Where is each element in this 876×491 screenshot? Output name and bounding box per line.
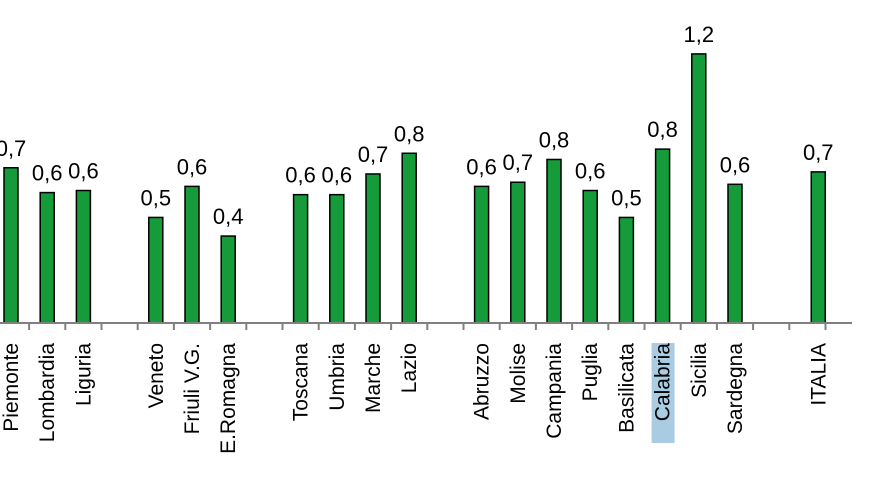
category-label-friuli-v-g: Friuli V.G.: [181, 343, 204, 434]
category-label-puglia: Puglia: [579, 343, 602, 402]
category-label-abruzzo: Abruzzo: [471, 343, 494, 420]
category-label-marche: Marche: [362, 343, 385, 413]
bar-liguria: [75, 189, 92, 324]
category-label-group-piemonte: Piemonte: [0, 343, 23, 432]
data-label-campania: 0,8: [539, 127, 570, 152]
bars-layer: [3, 53, 827, 324]
bar-piemonte: [3, 167, 19, 324]
data-label-molise: 0,7: [503, 150, 534, 175]
bar-marche: [365, 173, 381, 324]
data-label-veneto: 0,5: [141, 185, 172, 210]
category-label-group-sicilia: Sicilia: [688, 343, 711, 398]
data-labels-layer: 0,70,6 0,60,50,60,40,6 0,60,70,80,6 0,70,80…: [0, 22, 834, 229]
category-label-group-sardegna: Sardegna: [724, 343, 747, 434]
bar-sardegna: [727, 183, 743, 324]
bar-puglia: [582, 189, 598, 324]
bar-veneto: [148, 216, 164, 324]
data-label-liguria: 0,6: [68, 159, 99, 184]
category-label-group-toscana: Toscana: [290, 343, 313, 422]
category-label-basilicata: Basilicata: [615, 343, 638, 433]
category-label-e-romagna: E.Romagna: [217, 343, 240, 454]
category-label-group-friuli-v-g: Friuli V.G.: [181, 343, 204, 434]
data-label-calabria: 0,8: [647, 117, 678, 142]
category-label-toscana: Toscana: [290, 343, 313, 422]
category-label-lazio: Lazio: [398, 343, 421, 393]
bar-sicilia: [691, 53, 707, 324]
bar-toscana: [292, 193, 309, 324]
category-label-group-umbria: Umbria: [326, 343, 349, 411]
category-label-veneto: Veneto: [145, 343, 168, 408]
data-label-piemonte: 0,7: [0, 136, 26, 161]
text-selection-highlight: [651, 343, 675, 443]
category-label-group-e-romagna: E.Romagna: [217, 343, 240, 454]
category-label-campania: Campania: [543, 343, 566, 439]
category-label-molise: Molise: [507, 343, 530, 404]
bar-basilicata: [618, 216, 635, 324]
bar-italia: [810, 171, 827, 324]
data-label-marche: 0,7: [358, 142, 389, 167]
data-label-italia: 0,7: [803, 140, 834, 165]
bar-e-romagna: [220, 235, 236, 324]
category-label-group-liguria: Liguria: [72, 343, 95, 406]
data-label-puglia: 0,6: [575, 159, 606, 184]
category-label-lombardia: Lombardia: [36, 343, 59, 443]
category-label-group-molise: Molise: [507, 343, 530, 404]
data-label-e-romagna: 0,4: [213, 204, 244, 229]
bar-friuli-v-g: [184, 185, 200, 324]
category-label-umbria: Umbria: [326, 343, 349, 411]
data-label-umbria: 0,6: [322, 163, 353, 188]
data-label-toscana: 0,6: [285, 163, 316, 188]
bar-umbria: [329, 193, 345, 324]
category-label-group-italia: ITALIA: [807, 343, 830, 406]
category-label-liguria: Liguria: [72, 343, 95, 406]
bar-campania: [546, 158, 562, 324]
category-label-italia: ITALIA: [807, 343, 830, 406]
data-label-basilicata: 0,5: [611, 185, 642, 210]
category-label-group-abruzzo: Abruzzo: [471, 343, 494, 420]
category-label-sardegna: Sardegna: [724, 343, 747, 434]
data-label-lazio: 0,8: [394, 121, 425, 146]
data-label-abruzzo: 0,6: [466, 154, 497, 179]
data-label-lombardia: 0,6: [32, 161, 63, 186]
bar-molise: [510, 181, 526, 324]
category-label-group-puglia: Puglia: [579, 343, 602, 402]
x-axis-ticks: [28, 323, 827, 330]
category-label-group-calabria: Calabria: [651, 343, 675, 443]
category-label-group-basilicata: Basilicata: [615, 343, 638, 433]
bar-calabria: [654, 148, 671, 324]
bar-lombardia: [39, 191, 55, 324]
bar-abruzzo: [473, 185, 490, 324]
data-label-friuli-v-g: 0,6: [177, 154, 208, 179]
data-label-sardegna: 0,6: [720, 152, 751, 177]
category-labels-layer: Piemonte Lombardia Liguria Veneto Friuli V.G…: [0, 343, 830, 454]
category-label-sicilia: Sicilia: [688, 343, 711, 398]
bar-lazio: [401, 152, 417, 324]
category-label-group-lombardia: Lombardia: [36, 343, 59, 443]
category-label-group-marche: Marche: [362, 343, 385, 413]
category-label-group-lazio: Lazio: [398, 343, 421, 393]
category-label-piemonte: Piemonte: [0, 343, 23, 432]
data-label-sicilia: 1,2: [684, 22, 715, 47]
category-label-group-campania: Campania: [543, 343, 566, 439]
category-label-calabria: Calabria: [652, 343, 675, 422]
category-label-group-veneto: Veneto: [145, 343, 168, 408]
